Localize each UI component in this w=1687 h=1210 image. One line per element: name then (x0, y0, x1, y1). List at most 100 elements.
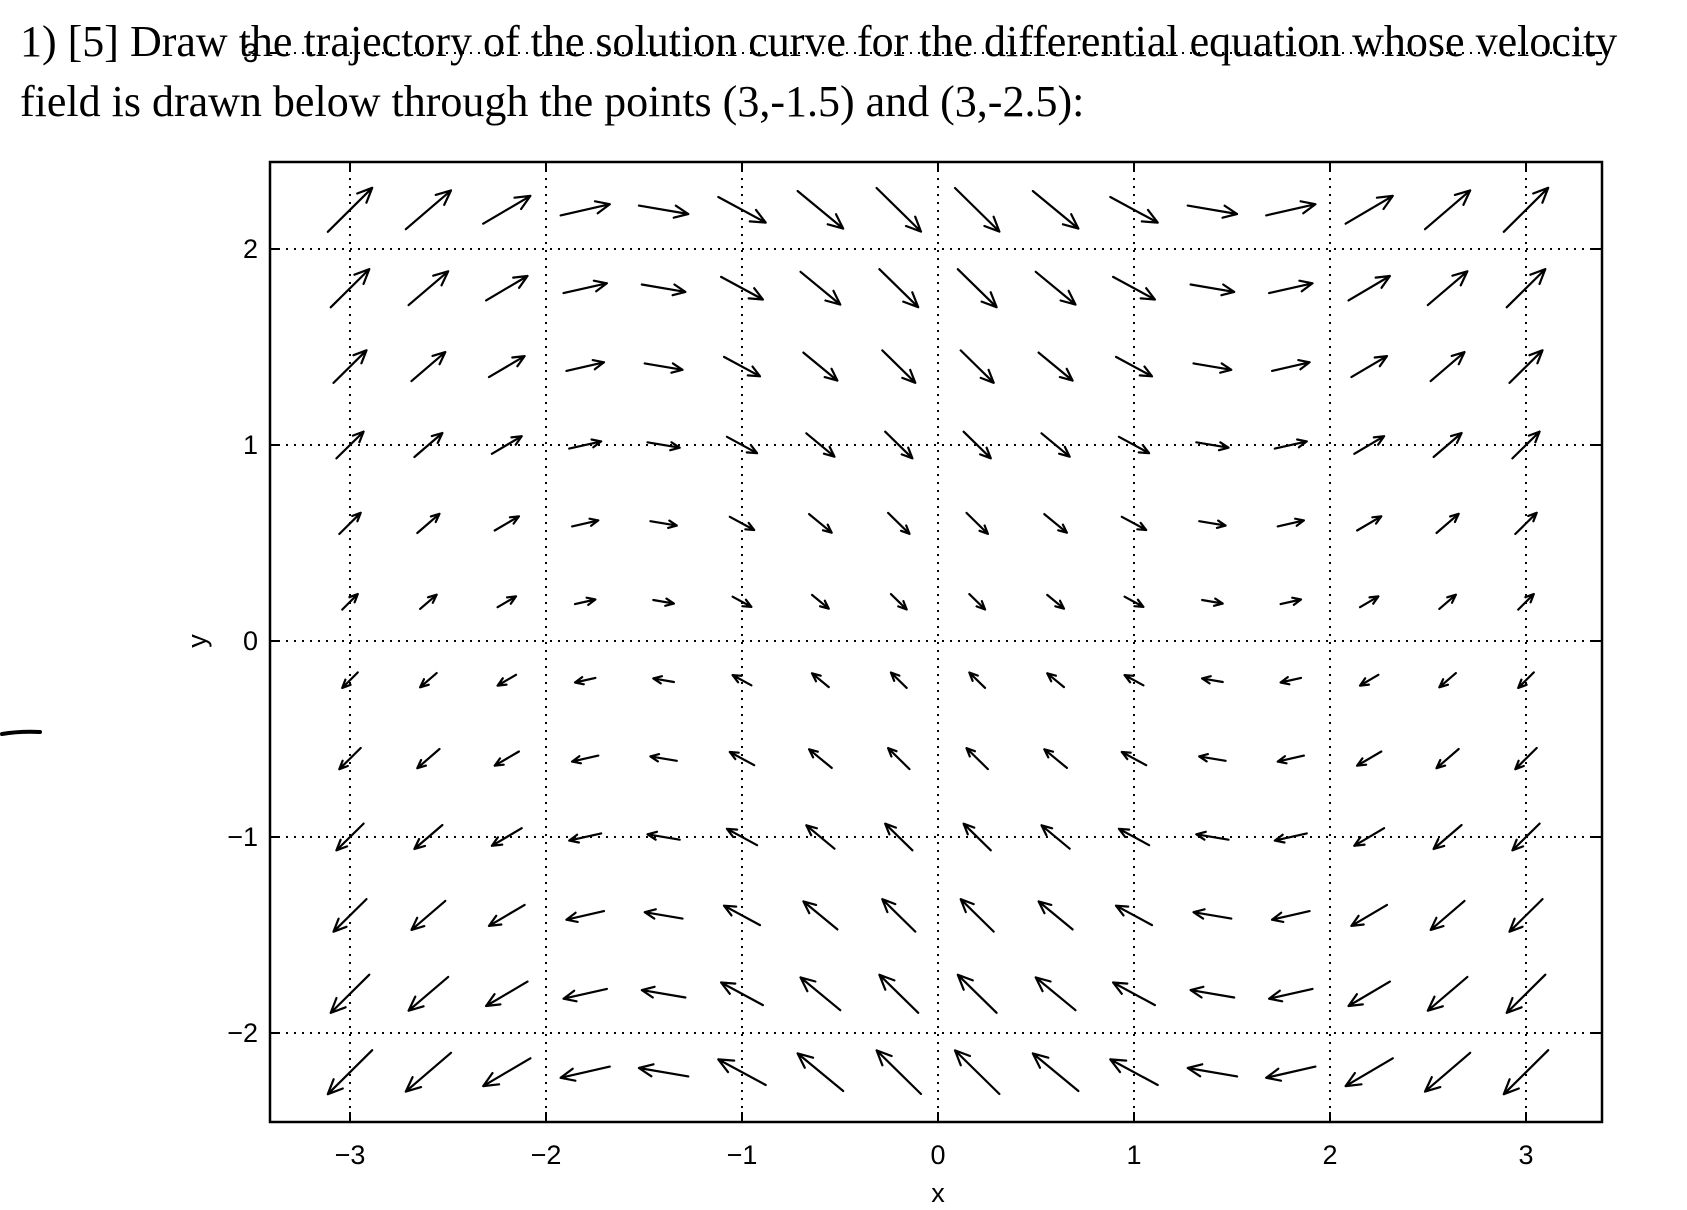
field-arrow (1344, 1057, 1394, 1088)
field-arrow (1031, 1130, 1080, 1171)
field-arrow (555, 43, 616, 60)
x-tick-label: 2 (1322, 1140, 1337, 1170)
field-arrow (731, 595, 753, 608)
field-arrow (954, 1128, 1000, 1173)
field-arrow (1109, 1058, 1159, 1087)
field-arrow (404, 1130, 453, 1172)
field-arrow (1189, 985, 1236, 999)
x-tick-label: 0 (930, 1140, 945, 1170)
field-arrow (326, 186, 374, 233)
field-arrow (954, 109, 1000, 154)
field-arrow (965, 511, 989, 535)
x-tick-label: −1 (727, 1140, 758, 1170)
field-arrow (1265, 200, 1317, 217)
field-arrow (802, 351, 839, 382)
field-arrow (962, 430, 992, 460)
field-arrow (1343, 1135, 1396, 1166)
field-arrow (1514, 746, 1538, 771)
field-arrow (1511, 430, 1541, 460)
field-arrow (636, 127, 691, 140)
field-arrow (959, 349, 995, 384)
field-arrow (1201, 597, 1224, 607)
field-arrow (413, 823, 444, 851)
field-arrow (1505, 973, 1547, 1014)
field-arrow (1347, 980, 1391, 1008)
field-arrow (876, 31, 922, 76)
y-tick-label: −1 (227, 822, 258, 852)
x-tick-label: 3 (1518, 1140, 1533, 1170)
field-arrow (1511, 822, 1541, 852)
field-arrow (1040, 824, 1071, 850)
x-tick-label: −3 (335, 1140, 366, 1170)
field-arrow (480, 1135, 533, 1166)
field-arrow (1031, 189, 1080, 230)
field-arrow (884, 822, 914, 852)
field-arrow (887, 747, 911, 771)
field-arrow (799, 976, 842, 1012)
field-arrow (1426, 270, 1469, 307)
field-arrow (1432, 431, 1463, 459)
field-arrow (956, 268, 998, 309)
field-arrow (968, 671, 987, 689)
field-arrow (1031, 1052, 1080, 1093)
field-arrow (1426, 975, 1469, 1012)
field-arrow (722, 355, 762, 378)
field-arrow (1423, 1051, 1472, 1093)
field-arrow (889, 593, 908, 611)
field-arrow (338, 746, 362, 771)
field-arrow (1261, 43, 1322, 60)
y-tick-label: 3 (243, 38, 258, 68)
field-arrow (1109, 195, 1159, 224)
field-arrow (956, 973, 998, 1014)
field-arrow (565, 359, 606, 372)
field-arrow (1186, 1063, 1239, 1078)
field-arrow (1270, 910, 1311, 923)
field-arrow (1343, 116, 1396, 147)
field-arrow (1429, 351, 1466, 383)
field-arrow (1279, 596, 1303, 606)
field-arrow (341, 671, 359, 690)
field-arrow (410, 899, 447, 931)
field-arrow (643, 908, 684, 920)
y-tick-label: 1 (243, 430, 258, 460)
field-arrow (1358, 673, 1380, 687)
field-arrow (485, 980, 529, 1008)
field-arrow (573, 596, 597, 606)
field-arrow (1192, 908, 1233, 920)
field-arrow (810, 593, 830, 610)
field-arrow (1046, 593, 1066, 610)
field-arrow (728, 750, 756, 767)
field-arrow (329, 973, 371, 1014)
field-arrow (1508, 898, 1544, 933)
field-arrow (327, 109, 372, 154)
field-arrow (407, 975, 450, 1012)
field-arrow (725, 827, 759, 847)
field-arrow (1268, 279, 1314, 295)
field-arrow (1037, 900, 1074, 931)
field-arrow (722, 904, 762, 927)
field-arrow (558, 1144, 613, 1160)
field-arrow (1263, 122, 1318, 138)
field-arrow (1438, 593, 1457, 610)
field-arrow (404, 111, 453, 153)
field-arrow (637, 204, 690, 219)
field-arrow (876, 1128, 922, 1173)
field-arrow (329, 268, 371, 309)
field-arrow (341, 592, 359, 611)
field-arrow (493, 515, 520, 532)
field-arrow (725, 435, 759, 455)
field-arrow (1198, 519, 1227, 529)
field-arrow (1040, 432, 1071, 458)
field-arrow (1114, 355, 1154, 378)
field-arrow (1043, 748, 1068, 769)
field-arrow (1423, 189, 1472, 231)
field-arrow (1517, 671, 1535, 690)
field-arrow (1438, 672, 1457, 689)
field-arrow (646, 441, 681, 452)
x-axis-label: x (931, 1178, 945, 1208)
field-arrow (416, 512, 441, 535)
field-arrow (649, 519, 678, 529)
field-arrow (953, 1049, 1001, 1096)
field-arrow (326, 1049, 374, 1096)
y-tick-label: 2 (243, 234, 258, 264)
